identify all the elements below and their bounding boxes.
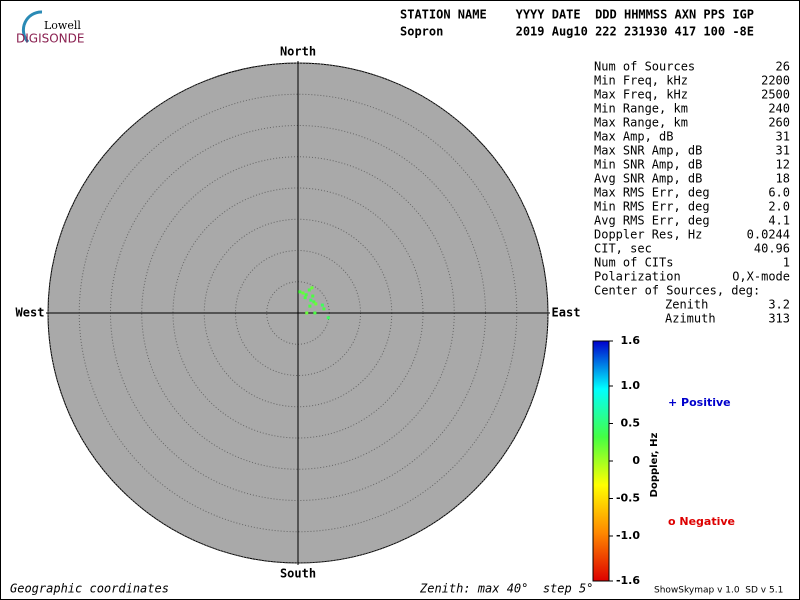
- stat-value: 4.1: [768, 214, 790, 228]
- stat-label: Num of CITs: [594, 256, 673, 270]
- legend-negative: o Negative: [668, 515, 735, 528]
- source-point: [303, 296, 307, 300]
- footer-version: ShowSkymap v 1.0 SD v 5.1: [654, 586, 783, 596]
- stat-label: Max RMS Err, deg: [594, 186, 710, 200]
- footer-zenith: Zenith: max 40° step 5°: [419, 582, 593, 596]
- stat-value: 2200: [761, 74, 790, 88]
- stat-value: 0.0244: [747, 228, 790, 242]
- stat-value: 6.0: [768, 186, 790, 200]
- source-point: [301, 291, 305, 295]
- logo-top: Lowell: [44, 19, 81, 32]
- source-point: [308, 304, 312, 308]
- stat-value: 2.0: [768, 200, 790, 214]
- colorbar-label: Doppler, Hz: [649, 433, 660, 498]
- center-label: Zenith: [665, 298, 708, 312]
- stat-value: 1: [783, 256, 790, 270]
- stat-label: Min RMS Err, deg: [594, 200, 710, 214]
- stat-label: Max Freq, kHz: [594, 88, 688, 102]
- stat-label: Doppler Res, Hz: [594, 228, 702, 242]
- source-point: [304, 293, 308, 297]
- header-values: Sopron 2019 Aug10 222 231930 417 100 -8E: [400, 25, 754, 39]
- source-point: [307, 288, 311, 292]
- stat-label: Num of Sources: [594, 60, 695, 74]
- stat-label: Min Range, km: [594, 102, 688, 116]
- stat-label: CIT, sec: [594, 242, 652, 256]
- colorbar-tick-label: -1.0: [616, 529, 640, 542]
- center-label: Azimuth: [665, 312, 716, 326]
- source-point: [298, 290, 302, 294]
- source-point: [313, 311, 317, 315]
- stat-value: 12: [776, 158, 790, 172]
- source-point: [309, 298, 313, 302]
- stat-value: 2500: [761, 88, 790, 102]
- stat-label: Max Range, km: [594, 116, 688, 130]
- stat-label: Avg SNR Amp, dB: [594, 172, 702, 186]
- legend-positive: + Positive: [668, 396, 731, 409]
- direction-label: South: [280, 567, 316, 581]
- header-labels: STATION NAME YYYY DATE DDD HHMMSS AXN PP…: [400, 8, 754, 22]
- colorbar-tick-label: 1.6: [621, 334, 641, 347]
- stat-value: 31: [776, 144, 790, 158]
- source-point: [326, 316, 330, 320]
- colorbar-tick-label: 0: [632, 454, 640, 467]
- source-point: [312, 300, 316, 304]
- source-point: [322, 307, 326, 311]
- stat-value: 26: [776, 60, 790, 74]
- colorbar-tick-label: -1.6: [616, 574, 640, 587]
- colorbar-tick-label: -0.5: [616, 492, 640, 505]
- source-point: [311, 294, 315, 298]
- stat-value: 18: [776, 172, 790, 186]
- stat-value: 40.96: [754, 242, 790, 256]
- stat-label: Min Freq, kHz: [594, 74, 688, 88]
- stat-value: O,X-mode: [732, 270, 790, 284]
- source-point: [314, 302, 318, 306]
- direction-label: East: [552, 306, 581, 320]
- stat-label: Max Amp, dB: [594, 130, 673, 144]
- logo-bottom: DIGISONDE: [16, 32, 84, 46]
- direction-label: North: [280, 45, 316, 59]
- colorbar-tick-label: 0.5: [621, 417, 641, 430]
- logo-arc: [21, 10, 43, 43]
- direction-label: West: [16, 306, 45, 320]
- stat-value: 240: [768, 102, 790, 116]
- source-point: [320, 303, 324, 307]
- center-value: 313: [768, 312, 790, 326]
- stat-value: 31: [776, 130, 790, 144]
- stat-label: Max SNR Amp, dB: [594, 144, 702, 158]
- stat-label: Polarization: [594, 270, 681, 284]
- colorbar-tick-label: 1.0: [621, 379, 641, 392]
- footer-coords: Geographic coordinates: [10, 582, 169, 596]
- stat-label: Min SNR Amp, dB: [594, 158, 702, 172]
- center-title: Center of Sources, deg:: [594, 284, 760, 298]
- source-point: [305, 311, 309, 315]
- colorbar: [592, 340, 610, 582]
- center-value: 3.2: [768, 298, 790, 312]
- stat-label: Avg RMS Err, deg: [594, 214, 710, 228]
- source-point: [310, 286, 314, 290]
- stat-value: 260: [768, 116, 790, 130]
